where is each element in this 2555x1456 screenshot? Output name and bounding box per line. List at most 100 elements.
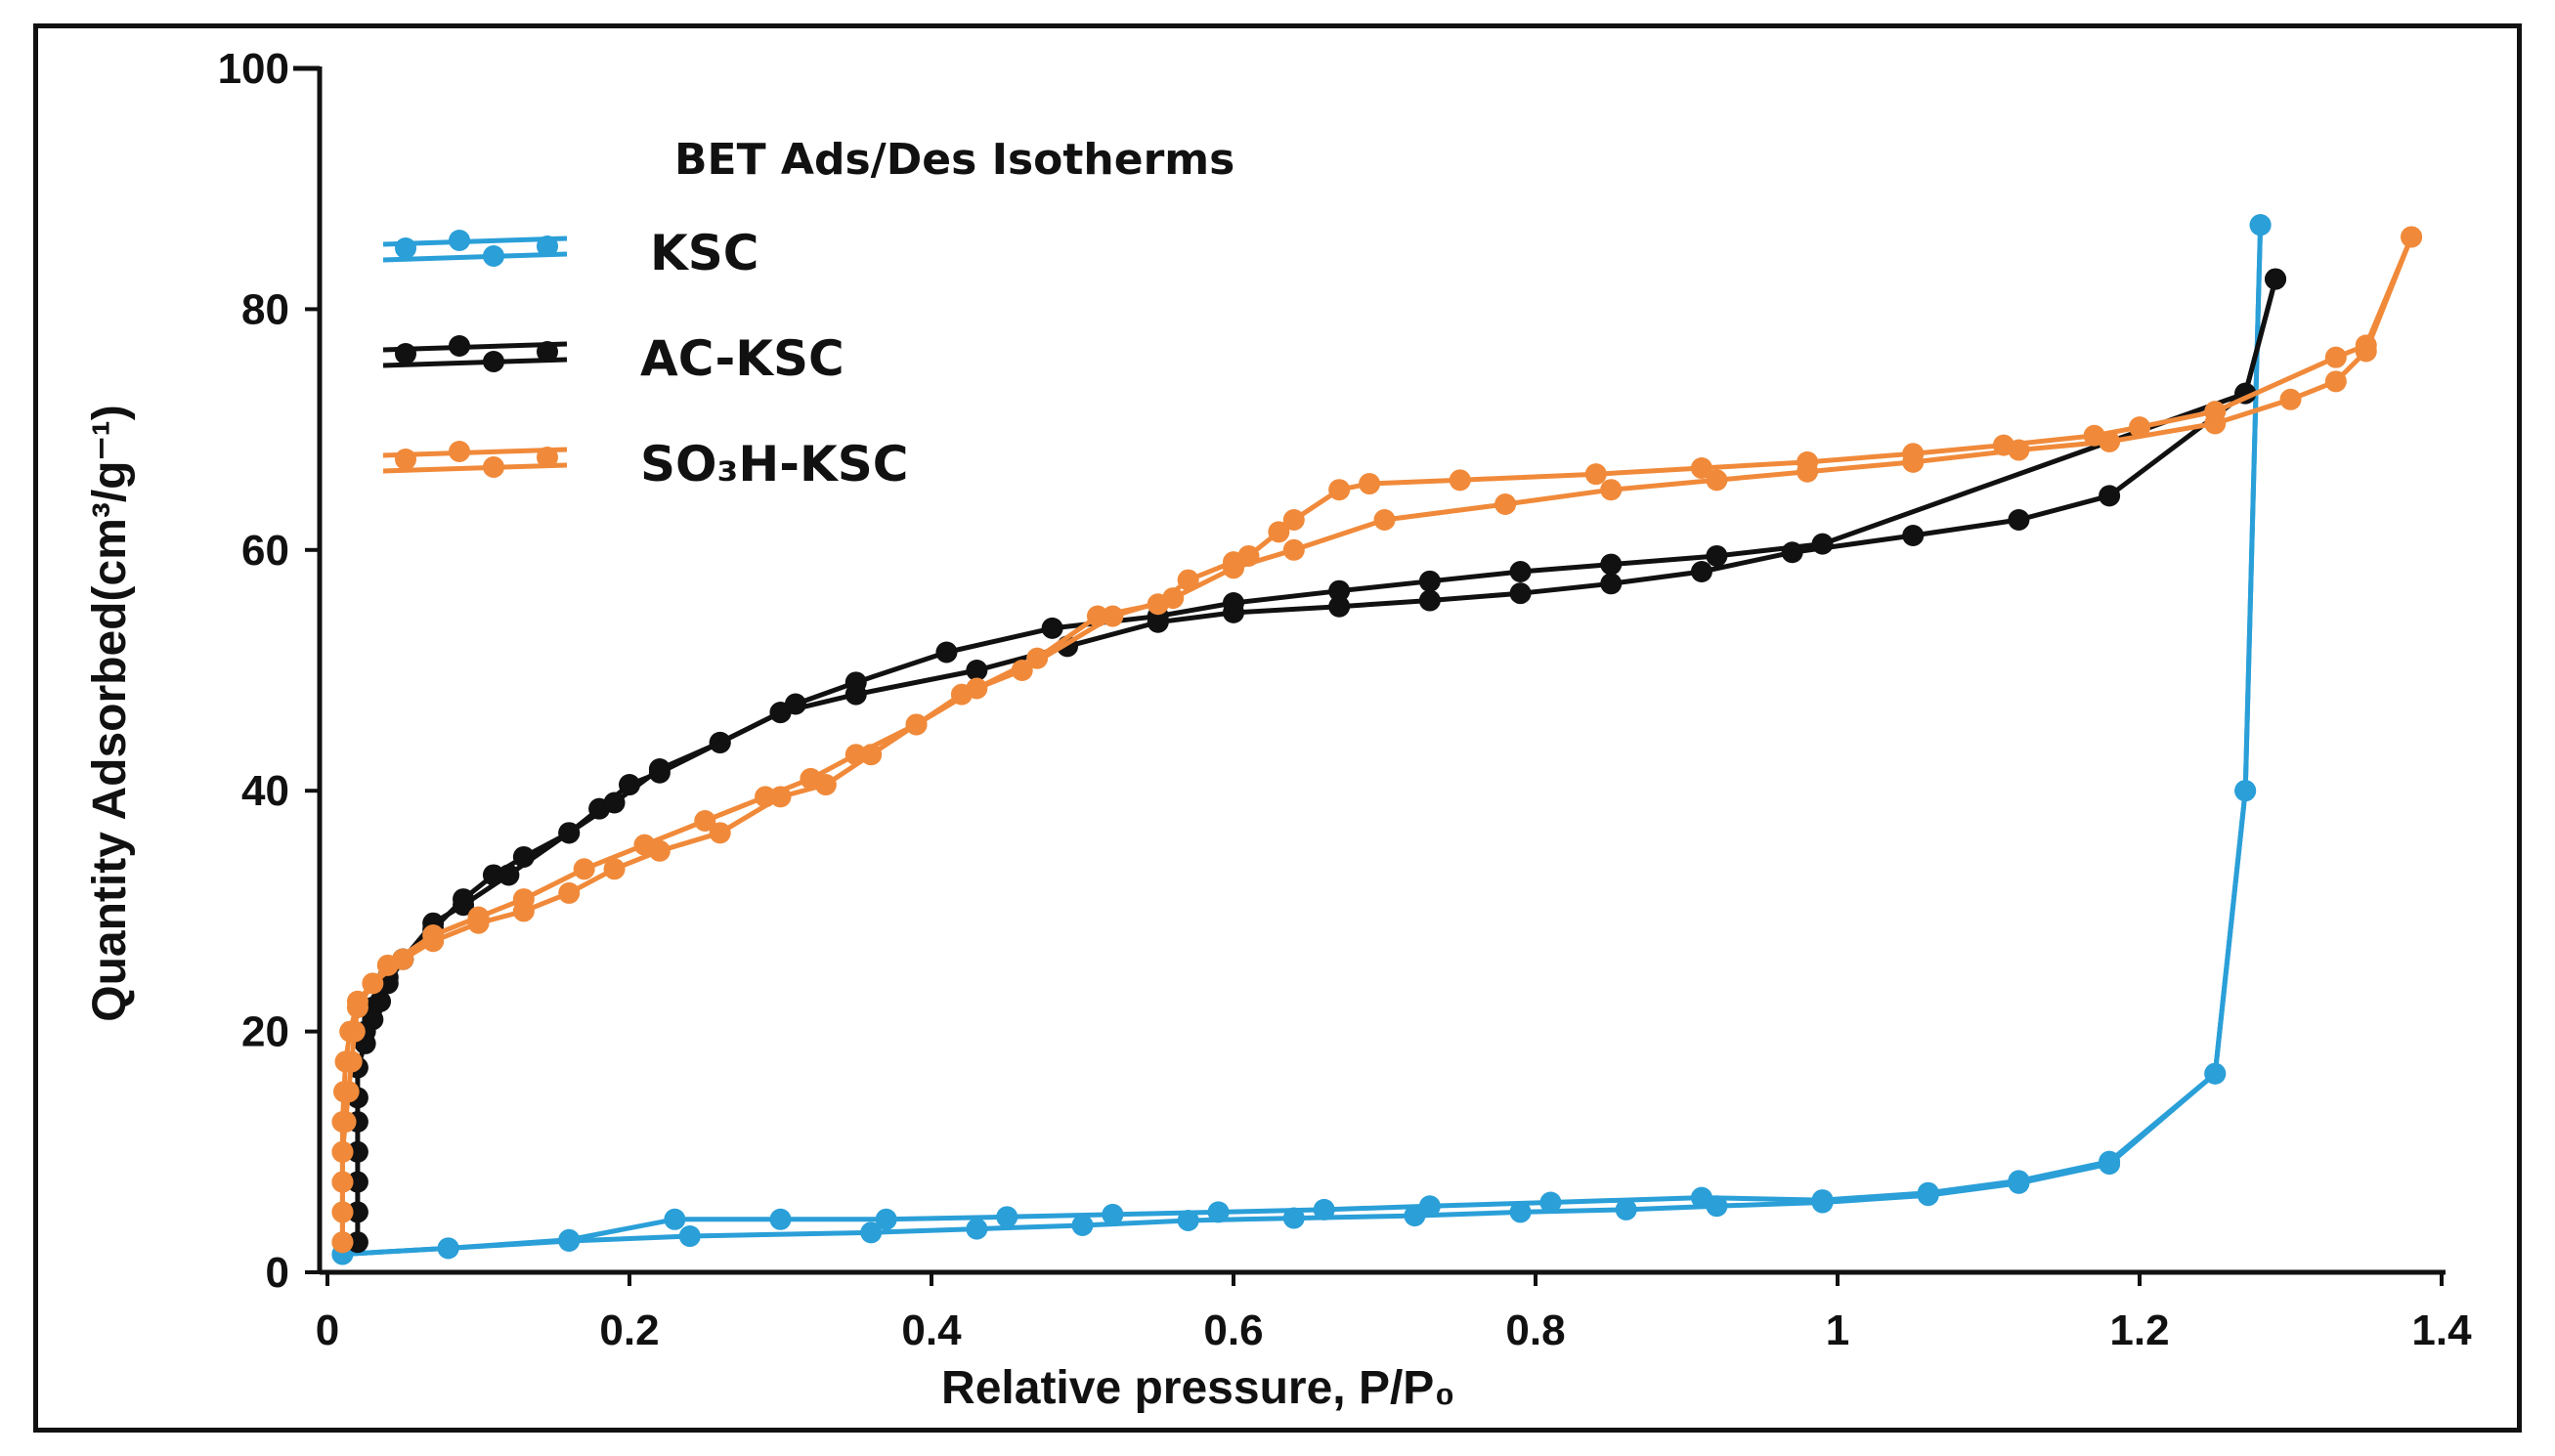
data-point bbox=[1992, 434, 2014, 456]
data-point bbox=[1494, 492, 1517, 515]
data-point bbox=[331, 1201, 354, 1223]
data-point bbox=[860, 1221, 883, 1244]
data-point bbox=[331, 1111, 354, 1133]
data-point bbox=[2083, 424, 2105, 447]
data-point bbox=[2099, 485, 2121, 507]
legend-marker bbox=[537, 236, 558, 257]
legend-item: KSC bbox=[382, 225, 758, 281]
data-point bbox=[346, 1140, 368, 1163]
legend: BET Ads/Des Isotherms KSC AC-KSC SO₃H-KSC bbox=[382, 135, 1234, 492]
data-point bbox=[346, 990, 368, 1012]
adsorption-line bbox=[339, 235, 2414, 1245]
data-point bbox=[1584, 463, 1607, 486]
data-point bbox=[1509, 1201, 1532, 1223]
data-point bbox=[1223, 551, 1244, 574]
data-point bbox=[1026, 647, 1049, 669]
data-point bbox=[437, 1237, 459, 1260]
desorption-line bbox=[339, 222, 2264, 1257]
data-point bbox=[1418, 570, 1441, 592]
data-point bbox=[996, 1206, 1018, 1228]
data-point bbox=[2249, 214, 2272, 236]
y-ticks: 0 20 40 60 80 100 bbox=[218, 45, 320, 1297]
data-point bbox=[331, 1231, 354, 1254]
legend-item: SO₃H-KSC bbox=[382, 436, 908, 492]
series-0 bbox=[331, 214, 2272, 1265]
x-tick-label: 0.2 bbox=[599, 1306, 659, 1354]
y-tick-label: 0 bbox=[266, 1249, 289, 1297]
adsorption-line bbox=[355, 277, 2278, 1245]
desorption-line bbox=[363, 277, 2278, 1035]
data-point bbox=[467, 906, 490, 928]
legend-marker bbox=[449, 441, 470, 462]
data-point bbox=[376, 954, 399, 976]
x-tick-label: 0.8 bbox=[1505, 1306, 1565, 1354]
data-point bbox=[1373, 509, 1396, 531]
data-point bbox=[1615, 1198, 1637, 1220]
data-point bbox=[633, 834, 656, 856]
data-point bbox=[1811, 533, 1834, 555]
data-point bbox=[1102, 1203, 1124, 1225]
data-point bbox=[1600, 479, 1623, 501]
data-point bbox=[558, 822, 581, 844]
data-point bbox=[694, 810, 716, 832]
legend-item: AC-KSC bbox=[382, 330, 844, 387]
data-point bbox=[1282, 538, 1305, 561]
legend-marker bbox=[395, 237, 416, 259]
data-point bbox=[1509, 582, 1532, 605]
data-point bbox=[1207, 1201, 1230, 1223]
data-point bbox=[2324, 346, 2347, 368]
data-point bbox=[2099, 1150, 2121, 1173]
data-point bbox=[1706, 469, 1728, 492]
data-point bbox=[346, 1231, 368, 1254]
y-tick-label: 40 bbox=[241, 767, 289, 815]
legend-items: KSC AC-KSC SO₃H-KSC bbox=[382, 225, 908, 492]
y-tick-label: 20 bbox=[241, 1008, 289, 1056]
data-point bbox=[1223, 592, 1244, 615]
data-point bbox=[346, 1201, 368, 1223]
data-point bbox=[664, 1208, 686, 1230]
y-tick-label: 60 bbox=[241, 527, 289, 575]
data-point bbox=[1539, 1191, 1562, 1214]
data-point bbox=[2355, 334, 2377, 357]
x-tick-label: 1.4 bbox=[2411, 1306, 2472, 1354]
series-2 bbox=[331, 226, 2423, 1254]
data-point bbox=[1313, 1198, 1335, 1220]
x-tick-label: 0.4 bbox=[901, 1306, 962, 1354]
data-point bbox=[1600, 553, 1623, 576]
legend-marker bbox=[483, 351, 504, 372]
y-axis-title: Quantity Adsorbed(cm³/g⁻¹) bbox=[84, 405, 136, 1022]
data-point bbox=[1418, 589, 1441, 612]
data-point bbox=[709, 822, 731, 844]
data-point bbox=[678, 1225, 701, 1248]
data-point bbox=[709, 731, 731, 753]
data-point bbox=[2401, 226, 2423, 248]
data-point bbox=[1328, 595, 1351, 618]
desorption-line bbox=[339, 235, 2414, 1245]
data-point bbox=[2129, 416, 2150, 439]
legend-title: BET Ads/Des Isotherms bbox=[674, 135, 1234, 185]
data-point bbox=[339, 1020, 362, 1043]
data-point bbox=[332, 1081, 355, 1103]
data-point bbox=[1268, 521, 1290, 543]
data-point bbox=[844, 744, 867, 766]
data-point bbox=[2008, 1170, 2030, 1192]
y-tick-label: 80 bbox=[241, 285, 289, 333]
data-point bbox=[2265, 268, 2287, 290]
adsorption-line bbox=[339, 222, 2264, 1257]
data-point bbox=[1811, 1189, 1834, 1212]
data-point bbox=[1177, 569, 1199, 591]
data-point bbox=[573, 858, 595, 880]
data-point bbox=[1282, 509, 1305, 531]
data-point bbox=[1147, 593, 1169, 616]
x-tick-label: 0 bbox=[316, 1306, 339, 1354]
data-point bbox=[331, 1140, 354, 1163]
data-point bbox=[498, 864, 520, 886]
data-point bbox=[1917, 1181, 1939, 1204]
data-point bbox=[1086, 605, 1108, 627]
data-point bbox=[1359, 473, 1381, 495]
data-point bbox=[2008, 509, 2030, 531]
data-point bbox=[755, 786, 777, 808]
data-point bbox=[844, 671, 867, 694]
data-point bbox=[1509, 560, 1532, 582]
